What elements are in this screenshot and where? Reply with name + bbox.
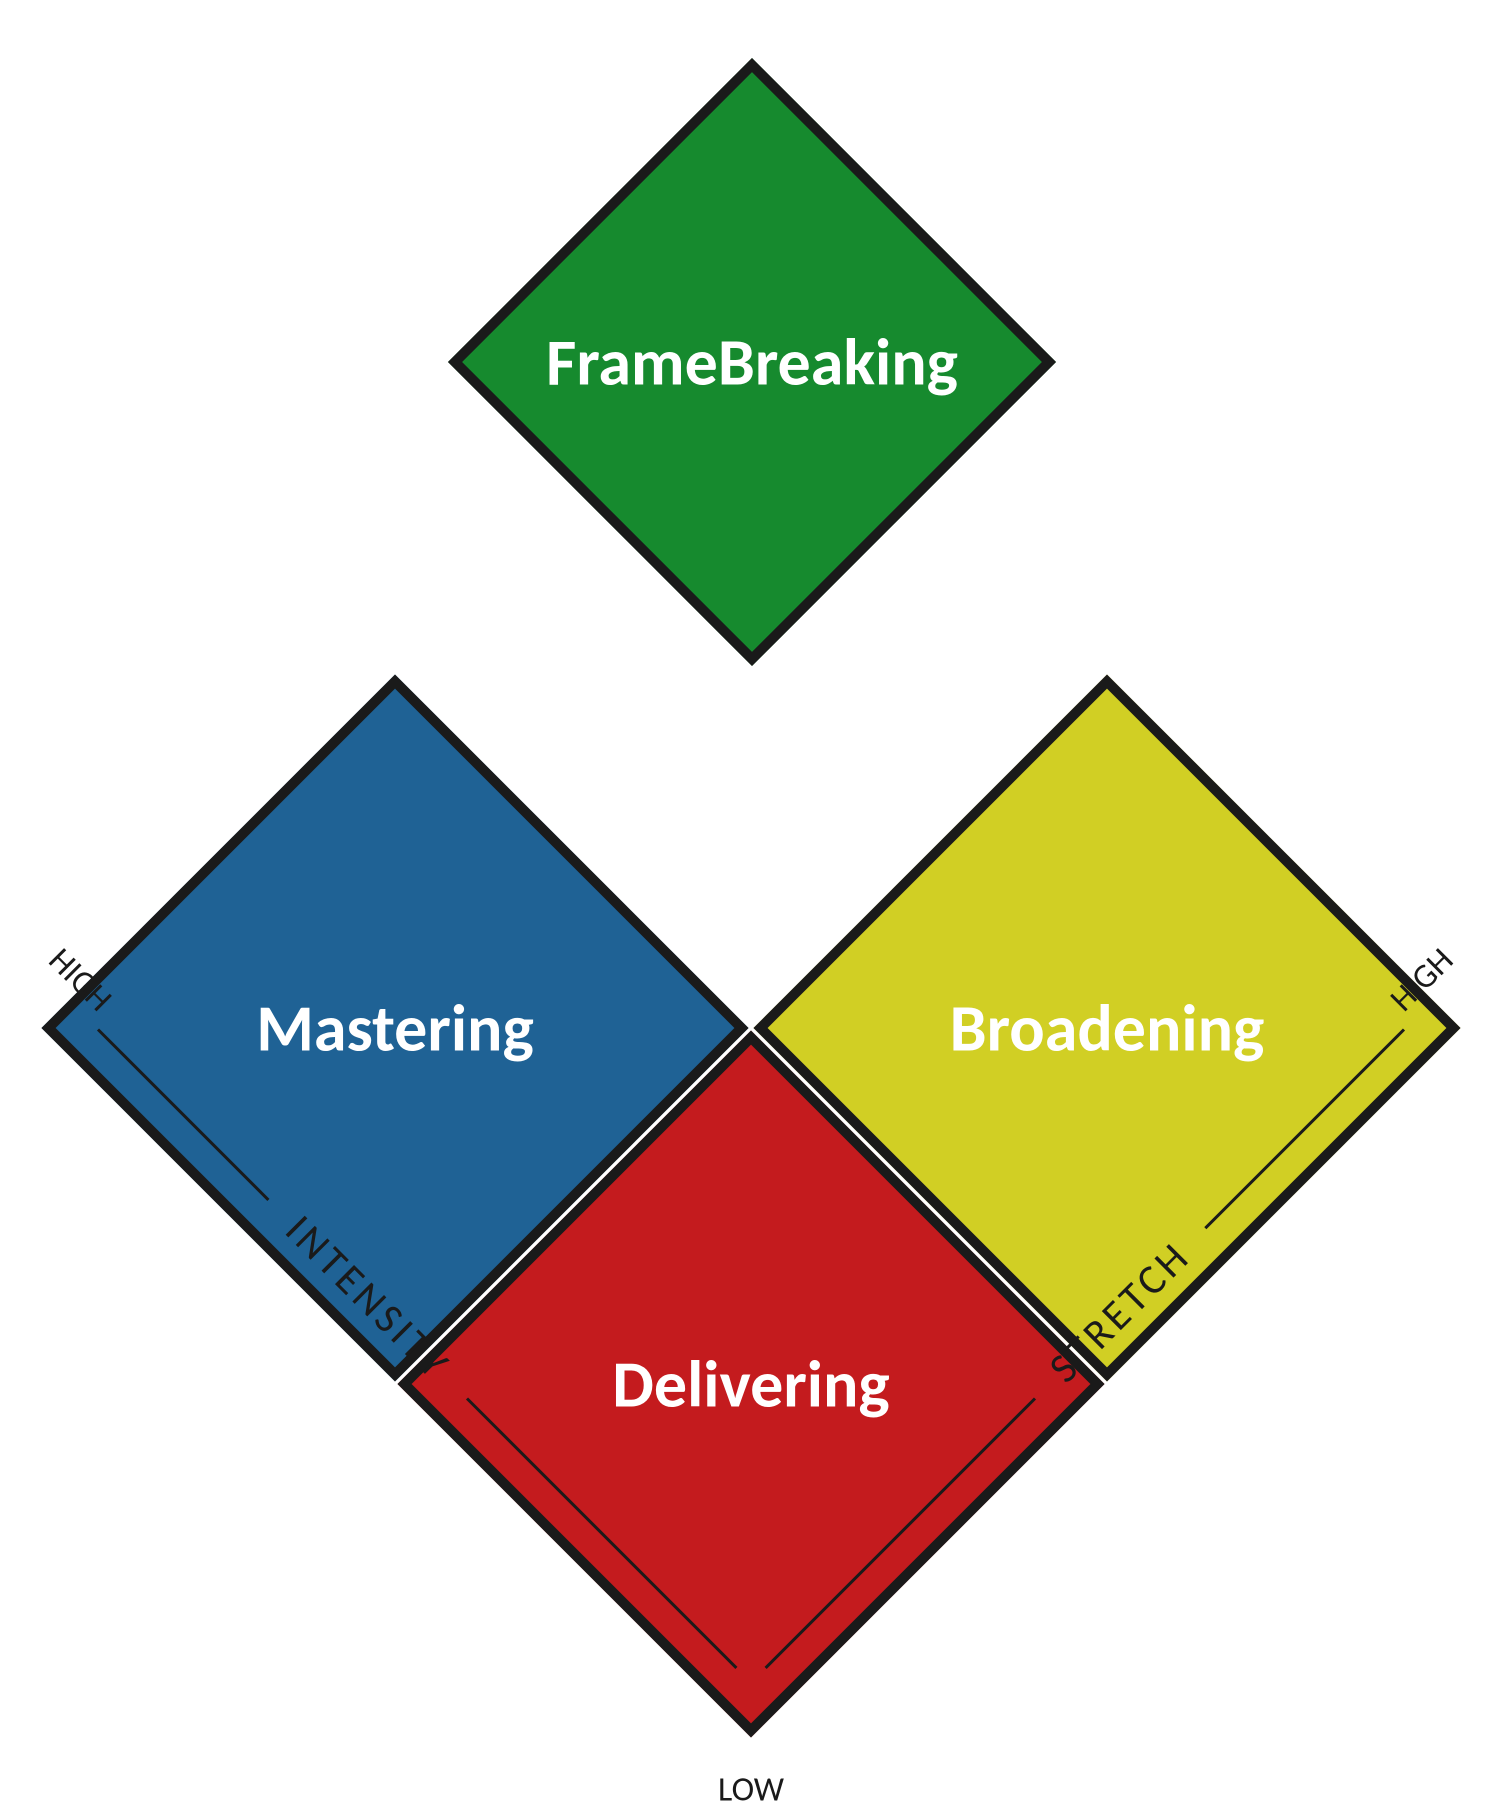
diamond-broadening-label: Broadening (950, 988, 1265, 1069)
diamond-framebreaking-label: FrameBreaking (546, 322, 958, 403)
axes-low-label: LOW (718, 1769, 784, 1810)
diamond-delivering-label: Delivering (612, 1344, 889, 1425)
diamond-mastering-label: Mastering (256, 988, 534, 1069)
diamond-framebreaking: FrameBreaking (448, 58, 1056, 666)
diagram-stage: FrameBreaking Mastering Broadening Deliv… (0, 0, 1500, 1751)
